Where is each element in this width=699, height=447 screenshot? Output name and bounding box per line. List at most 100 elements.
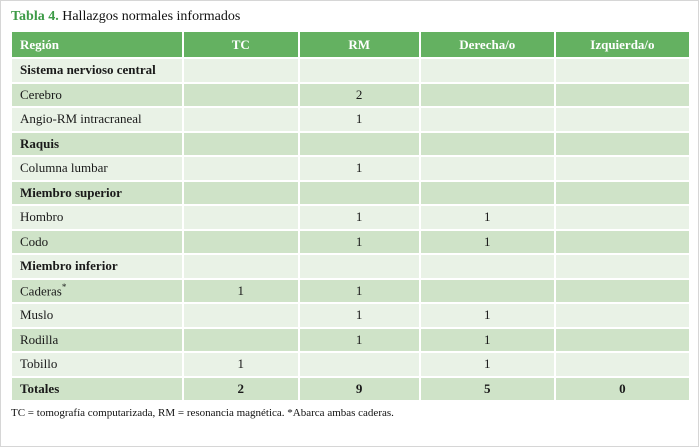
tc-cell xyxy=(183,328,298,351)
izquierda-cell xyxy=(555,157,689,180)
derecha-cell: 1 xyxy=(420,328,554,351)
region-cell: Caderas* xyxy=(12,279,182,302)
region-cell: Angio-RM intracraneal xyxy=(12,108,182,131)
footnote-marker: * xyxy=(61,282,67,293)
table-title-label: Tabla 4. xyxy=(11,9,59,24)
region-cell: Muslo xyxy=(12,304,182,327)
findings-table: Región TC RM Derecha/o Izquierda/o Sistema n… xyxy=(10,30,691,402)
region-cell: Miembro superior xyxy=(12,181,182,204)
table-row: Miembro superior xyxy=(12,181,689,204)
table-row: Miembro inferior xyxy=(12,255,689,278)
region-cell: Totales xyxy=(12,377,182,400)
rm-cell xyxy=(299,59,419,82)
table-row: Columna lumbar 1 xyxy=(12,157,689,180)
rm-cell: 1 xyxy=(299,279,419,302)
izquierda-cell xyxy=(555,353,689,376)
derecha-cell xyxy=(420,157,554,180)
derecha-cell: 1 xyxy=(420,230,554,253)
izquierda-cell xyxy=(555,328,689,351)
column-header-rm: RM xyxy=(299,32,419,57)
izquierda-cell xyxy=(555,230,689,253)
izquierda-cell xyxy=(555,279,689,302)
region-cell: Rodilla xyxy=(12,328,182,351)
rm-cell: 1 xyxy=(299,304,419,327)
table-title: Tabla 4. Hallazgos normales informados xyxy=(11,9,690,25)
rm-cell xyxy=(299,255,419,278)
document-page: Tabla 4. Hallazgos normales informados R… xyxy=(1,1,698,419)
izquierda-cell xyxy=(555,83,689,106)
tc-cell xyxy=(183,108,298,131)
izquierda-cell xyxy=(555,181,689,204)
tc-cell xyxy=(183,304,298,327)
region-cell: Hombro xyxy=(12,206,182,229)
header-row: Región TC RM Derecha/o Izquierda/o xyxy=(12,32,689,57)
rm-cell xyxy=(299,353,419,376)
rm-cell: 1 xyxy=(299,328,419,351)
column-header-regi-n: Región xyxy=(12,32,182,57)
tc-cell xyxy=(183,157,298,180)
izquierda-cell xyxy=(555,255,689,278)
table-body: Sistema nervioso central Cerebro 2 Angio-RM… xyxy=(12,59,689,400)
table-title-text: Hallazgos normales informados xyxy=(58,9,241,24)
region-cell: Codo xyxy=(12,230,182,253)
derecha-cell xyxy=(420,181,554,204)
rm-cell: 9 xyxy=(299,377,419,400)
region-cell: Cerebro xyxy=(12,83,182,106)
rm-cell xyxy=(299,181,419,204)
izquierda-cell xyxy=(555,304,689,327)
table-row: Angio-RM intracraneal 1 xyxy=(12,108,689,131)
izquierda-cell xyxy=(555,206,689,229)
derecha-cell xyxy=(420,108,554,131)
derecha-cell: 1 xyxy=(420,304,554,327)
rm-cell: 1 xyxy=(299,206,419,229)
table-header: Región TC RM Derecha/o Izquierda/o xyxy=(12,32,689,57)
tc-cell xyxy=(183,83,298,106)
rm-cell: 2 xyxy=(299,83,419,106)
tc-cell: 2 xyxy=(183,377,298,400)
table-row: Cerebro 2 xyxy=(12,83,689,106)
tc-cell xyxy=(183,255,298,278)
region-cell: Miembro inferior xyxy=(12,255,182,278)
derecha-cell xyxy=(420,83,554,106)
tc-cell xyxy=(183,181,298,204)
table-row: Totales 2 9 5 0 xyxy=(12,377,689,400)
derecha-cell xyxy=(420,132,554,155)
derecha-cell: 5 xyxy=(420,377,554,400)
table-row: Raquis xyxy=(12,132,689,155)
derecha-cell: 1 xyxy=(420,206,554,229)
izquierda-cell xyxy=(555,108,689,131)
column-header-izquierda-o: Izquierda/o xyxy=(555,32,689,57)
izquierda-cell: 0 xyxy=(555,377,689,400)
region-cell: Sistema nervioso central xyxy=(12,59,182,82)
izquierda-cell xyxy=(555,59,689,82)
table-footnote: TC = tomografía computarizada, RM = reso… xyxy=(11,407,394,419)
column-header-derecha-o: Derecha/o xyxy=(420,32,554,57)
tc-cell xyxy=(183,132,298,155)
table-row: Caderas* 1 1 xyxy=(12,279,689,302)
derecha-cell: 1 xyxy=(420,353,554,376)
tc-cell: 1 xyxy=(183,279,298,302)
derecha-cell xyxy=(420,255,554,278)
table-row: Muslo 1 1 xyxy=(12,304,689,327)
table-row: Tobillo 1 1 xyxy=(12,353,689,376)
table-row: Sistema nervioso central xyxy=(12,59,689,82)
region-cell: Tobillo xyxy=(12,353,182,376)
region-cell: Columna lumbar xyxy=(12,157,182,180)
rm-cell: 1 xyxy=(299,157,419,180)
tc-cell xyxy=(183,59,298,82)
rm-cell: 1 xyxy=(299,230,419,253)
table-row: Rodilla 1 1 xyxy=(12,328,689,351)
tc-cell xyxy=(183,206,298,229)
table-row: Hombro 1 1 xyxy=(12,206,689,229)
tc-cell: 1 xyxy=(183,353,298,376)
izquierda-cell xyxy=(555,132,689,155)
column-header-tc: TC xyxy=(183,32,298,57)
region-cell: Raquis xyxy=(12,132,182,155)
rm-cell xyxy=(299,132,419,155)
table-row: Codo 1 1 xyxy=(12,230,689,253)
derecha-cell xyxy=(420,279,554,302)
rm-cell: 1 xyxy=(299,108,419,131)
derecha-cell xyxy=(420,59,554,82)
tc-cell xyxy=(183,230,298,253)
